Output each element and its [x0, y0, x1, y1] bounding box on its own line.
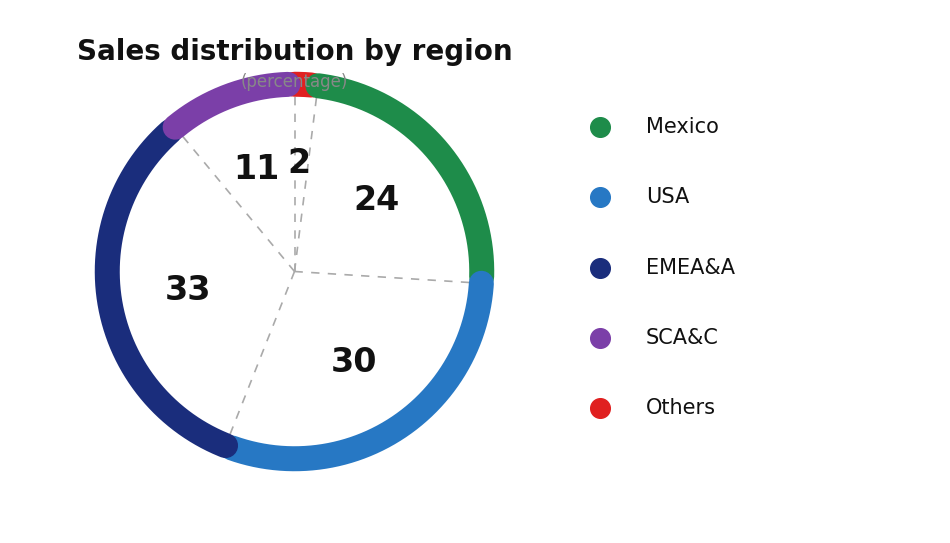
Point — [593, 333, 608, 342]
Text: 33: 33 — [164, 274, 211, 307]
Point — [593, 404, 608, 413]
Point — [593, 193, 608, 201]
Text: EMEA&A: EMEA&A — [646, 258, 735, 277]
Text: 11: 11 — [233, 154, 279, 186]
Text: Sales distribution by region: Sales distribution by region — [77, 38, 512, 66]
Text: 30: 30 — [331, 346, 377, 378]
Text: 24: 24 — [353, 184, 400, 217]
Text: Others: Others — [646, 399, 716, 418]
Text: (percentage): (percentage) — [240, 73, 349, 91]
Text: 2: 2 — [288, 147, 311, 180]
Text: USA: USA — [646, 187, 690, 207]
Point — [593, 123, 608, 131]
Point — [593, 263, 608, 272]
Text: Mexico: Mexico — [646, 117, 719, 137]
Text: SCA&C: SCA&C — [646, 328, 719, 348]
